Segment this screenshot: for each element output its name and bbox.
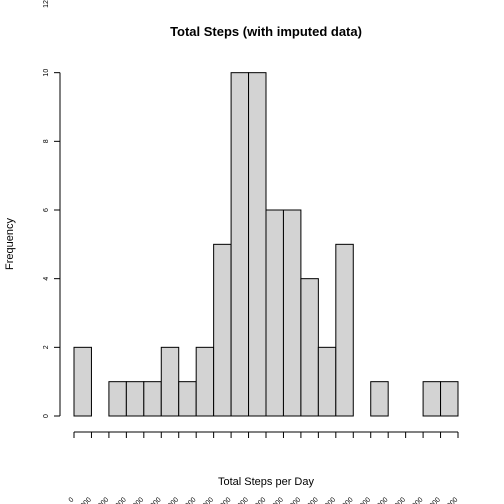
y-tick-label: 8 bbox=[43, 139, 50, 143]
histogram-bar bbox=[143, 381, 162, 417]
x-axis: 0100020003000400050006000700080009000100… bbox=[68, 431, 460, 504]
bars-group bbox=[73, 72, 459, 417]
histogram-bar bbox=[422, 381, 442, 417]
x-tick-label: 12000 bbox=[266, 496, 285, 504]
x-tick-label: 10000 bbox=[231, 496, 250, 504]
histogram-bar bbox=[195, 346, 215, 417]
histogram-bar bbox=[335, 243, 354, 417]
histogram-bar bbox=[370, 381, 389, 417]
x-tick-label: 4000 bbox=[129, 496, 145, 504]
x-tick-label: 19000 bbox=[388, 496, 407, 504]
histogram-bar bbox=[248, 72, 267, 417]
y-tick-label: 10 bbox=[43, 69, 50, 77]
x-tick-label: 22000 bbox=[441, 496, 460, 504]
y-axis-label: Frequency bbox=[4, 218, 16, 270]
histogram-bar bbox=[160, 346, 180, 417]
histogram-bar bbox=[317, 346, 337, 417]
x-tick-label: 14000 bbox=[301, 496, 320, 504]
histogram-bar bbox=[108, 381, 127, 417]
y-tick-label: 2 bbox=[43, 345, 50, 349]
x-tick-label: 15000 bbox=[319, 496, 338, 504]
x-tick-label: 11000 bbox=[249, 496, 267, 504]
histogram-bar bbox=[125, 381, 145, 417]
x-tick-label: 7000 bbox=[182, 496, 198, 504]
y-tick-label: 4 bbox=[43, 277, 50, 281]
x-tick-label: 2000 bbox=[94, 496, 110, 504]
histogram-bar bbox=[73, 346, 92, 417]
x-tick-label: 17000 bbox=[353, 496, 372, 504]
x-tick-label: 1000 bbox=[77, 496, 93, 504]
y-axis: 0 2 4 6 8 10 12 bbox=[43, 0, 61, 418]
x-tick-label: 21000 bbox=[423, 496, 442, 504]
x-tick-label: 0 bbox=[68, 496, 76, 504]
x-axis-label: Total Steps per Day bbox=[218, 476, 314, 488]
x-tick-label: 16000 bbox=[336, 496, 355, 504]
histogram-bar bbox=[440, 381, 459, 417]
x-tick-label: 20000 bbox=[406, 496, 425, 504]
x-tick-label: 13000 bbox=[284, 496, 303, 504]
histogram-bar bbox=[265, 209, 284, 417]
y-tick-label: 0 bbox=[43, 414, 50, 418]
histogram-bar bbox=[282, 209, 302, 417]
x-tick-label: 18000 bbox=[371, 496, 390, 504]
x-tick-label: 8000 bbox=[199, 496, 215, 504]
x-tick-label: 9000 bbox=[217, 496, 233, 504]
y-tick-label: 12 bbox=[43, 0, 50, 8]
chart-title: Total Steps (with imputed data) bbox=[170, 24, 362, 39]
y-tick-label: 6 bbox=[43, 208, 50, 212]
histogram-bar bbox=[230, 72, 250, 417]
histogram-bar bbox=[300, 278, 319, 417]
x-tick-label: 3000 bbox=[112, 496, 128, 504]
x-tick-label: 6000 bbox=[164, 496, 180, 504]
histogram-bar bbox=[213, 243, 232, 417]
histogram-bar bbox=[178, 381, 197, 417]
x-tick-label: 5000 bbox=[147, 496, 163, 504]
